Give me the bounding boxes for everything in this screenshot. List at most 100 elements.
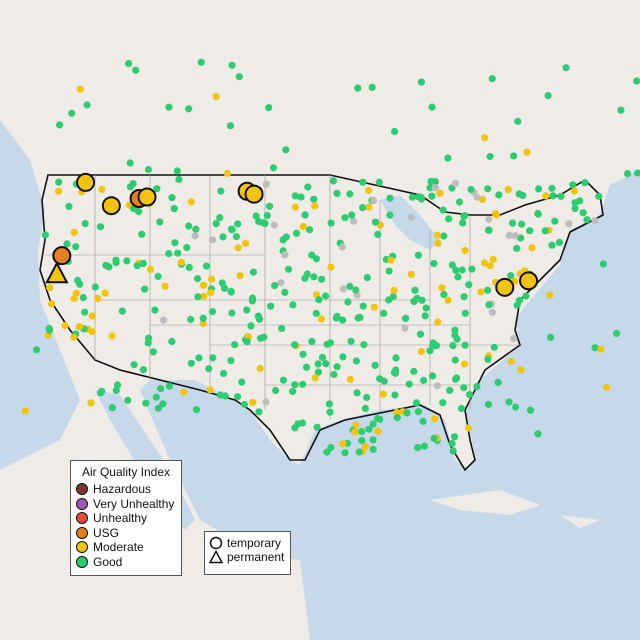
monitor-dot[interactable] [354,84,362,92]
monitor-dot[interactable] [440,290,448,298]
monitor-dot[interactable] [266,202,274,210]
monitor-dot[interactable] [304,183,312,191]
monitor-dot[interactable] [126,159,134,167]
monitor-dot[interactable] [322,292,330,300]
monitor-dot[interactable] [522,292,530,300]
monitor-dot[interactable] [327,263,335,271]
monitor-dot[interactable] [376,375,384,383]
monitor-dot[interactable] [262,180,270,188]
monitor-dot[interactable] [633,77,640,85]
monitor-dot[interactable] [583,216,591,224]
monitor-dot[interactable] [187,315,195,324]
monitor-dot[interactable] [446,386,454,394]
monitor-dot[interactable] [226,122,235,130]
monitor-dot[interactable] [125,59,133,68]
permanent-monitor-marker[interactable] [45,261,69,284]
monitor-dot[interactable] [355,448,363,456]
monitor-dot[interactable] [570,187,579,195]
monitor-dot[interactable] [98,387,106,395]
monitor-dot[interactable] [243,306,251,314]
monitor-dot[interactable] [76,85,84,93]
monitor-dot[interactable] [208,308,217,316]
monitor-dot[interactable] [281,251,289,259]
monitor-dot[interactable] [194,293,202,301]
monitor-dot[interactable] [123,257,131,265]
monitor-dot[interactable] [412,399,421,407]
monitor-dot[interactable] [294,420,302,428]
monitor-dot[interactable] [108,404,116,412]
monitor-dot[interactable] [387,256,395,264]
monitor-dot[interactable] [248,297,256,305]
monitor-dot[interactable] [279,376,287,384]
monitor-dot[interactable] [393,414,401,422]
monitor-dot[interactable] [118,307,126,315]
monitor-dot[interactable] [515,190,523,198]
monitor-dot[interactable] [72,289,80,297]
monitor-dot[interactable] [270,221,278,229]
monitor-dot[interactable] [207,288,215,297]
monitor-dot[interactable] [130,361,138,369]
monitor-dot[interactable] [322,360,330,368]
monitor-dot[interactable] [323,448,331,456]
monitor-dot[interactable] [489,255,497,263]
monitor-dot[interactable] [461,246,469,255]
monitor-dot[interactable] [278,324,286,332]
monitor-dot[interactable] [371,361,379,369]
monitor-dot[interactable] [312,309,320,317]
monitor-dot[interactable] [32,346,41,354]
monitor-dot[interactable] [451,331,459,339]
monitor-dot[interactable] [101,289,109,297]
monitor-dot[interactable] [386,194,394,202]
monitor-dot[interactable] [325,400,333,408]
monitor-dot[interactable] [515,296,524,304]
monitor-dot[interactable] [165,382,173,390]
monitor-dot[interactable] [549,192,557,200]
monitor-dot[interactable] [318,275,326,283]
monitor-dot[interactable] [439,206,447,214]
monitor-dot[interactable] [460,293,468,301]
monitor-dot[interactable] [317,315,326,323]
monitor-dot[interactable] [484,286,492,294]
monitor-dot[interactable] [299,350,307,358]
monitor-dot[interactable] [138,230,146,238]
monitor-dot[interactable] [255,217,263,226]
monitor-dot[interactable] [41,231,50,239]
monitor-dot[interactable] [197,58,205,66]
monitor-dot[interactable] [306,226,314,234]
monitor-dot[interactable] [185,105,193,113]
monitor-dot[interactable] [195,354,203,362]
monitor-dot[interactable] [96,223,105,231]
monitor-dot[interactable] [541,227,549,235]
monitor-dot[interactable] [455,198,464,206]
monitor-dot[interactable] [358,436,366,445]
monitor-dot[interactable] [219,233,227,241]
monitor-dot[interactable] [200,292,208,300]
monitor-dot[interactable] [369,420,377,428]
monitor-dot[interactable] [192,406,201,414]
monitor-dot[interactable] [385,296,393,304]
monitor-dot[interactable] [333,189,341,197]
monitor-dot[interactable] [359,204,367,212]
monitor-dot[interactable] [299,223,307,231]
monitor-dot[interactable] [535,185,543,193]
monitor-dot[interactable] [292,229,301,237]
monitor-dot[interactable] [386,211,394,219]
monitor-dot[interactable] [129,180,137,188]
monitor-dot[interactable] [546,291,554,299]
monitor-dot[interactable] [408,193,416,201]
monitor-dot[interactable] [444,296,452,304]
monitor-dot[interactable] [308,251,316,259]
monitor-dot[interactable] [449,342,457,350]
monitor-dot[interactable] [402,314,410,322]
monitor-dot[interactable] [231,341,239,349]
monitor-dot[interactable] [430,260,438,268]
monitor-dot[interactable] [385,267,393,275]
monitor-dot[interactable] [359,178,367,186]
monitor-dot[interactable] [392,354,400,362]
monitor-dot[interactable] [351,428,359,436]
monitor-dot[interactable] [146,265,155,273]
monitor-dot[interactable] [428,192,436,200]
monitor-dot[interactable] [291,341,299,349]
monitor-dot[interactable] [209,236,217,244]
monitor-dot[interactable] [518,220,526,228]
